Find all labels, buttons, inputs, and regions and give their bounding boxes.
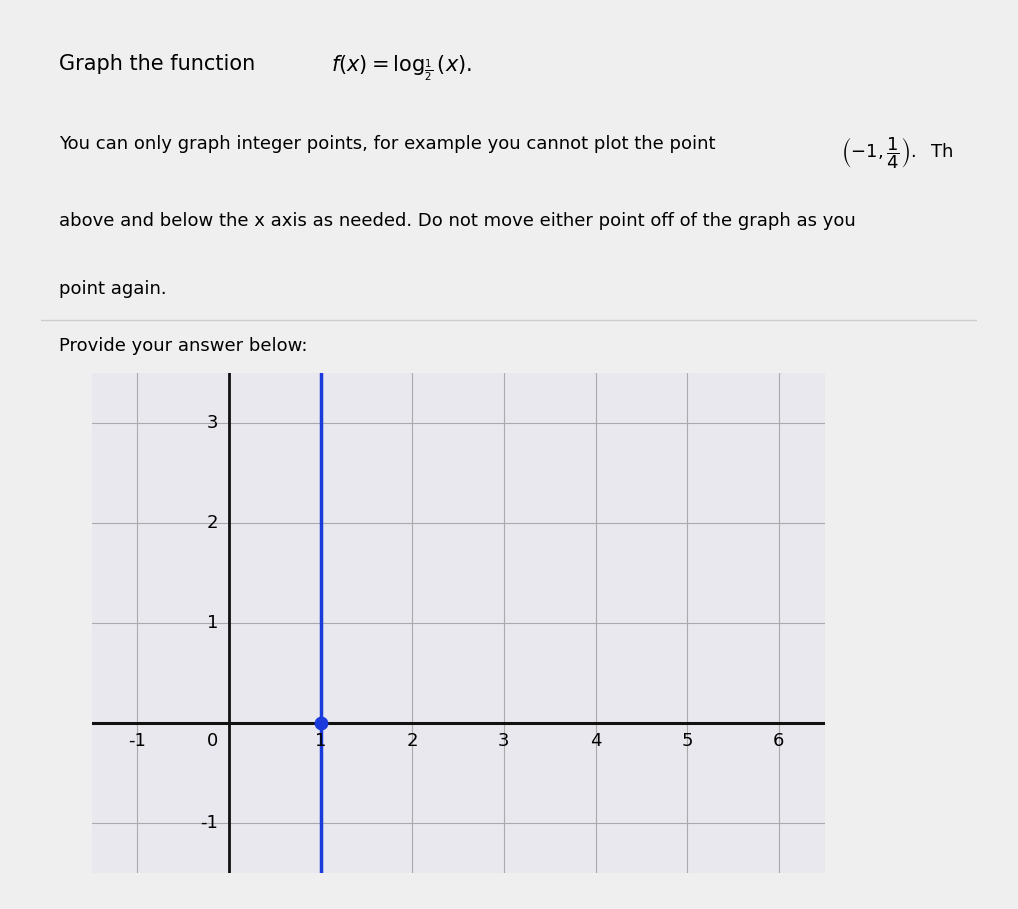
Text: 4: 4 [589,732,602,750]
Text: 2: 2 [406,732,418,750]
Text: 6: 6 [773,732,785,750]
Text: point again.: point again. [59,280,167,297]
Text: 1: 1 [315,732,327,750]
Text: You can only graph integer points, for example you cannot plot the point: You can only graph integer points, for e… [59,135,716,153]
Text: Provide your answer below:: Provide your answer below: [59,336,308,355]
Text: -1: -1 [201,814,218,832]
Text: 2: 2 [207,514,218,532]
Text: $f(x) = \log_{\frac{1}{2}}(x).$: $f(x) = \log_{\frac{1}{2}}(x).$ [331,55,472,84]
Text: -1: -1 [128,732,147,750]
Text: 5: 5 [681,732,693,750]
Text: 3: 3 [207,414,218,432]
Text: 1: 1 [207,614,218,632]
Text: 0: 0 [207,732,218,750]
Text: Graph the function: Graph the function [59,55,263,75]
Point [313,715,329,730]
Text: 3: 3 [498,732,510,750]
Text: above and below the x axis as needed. Do not move either point off of the graph : above and below the x axis as needed. Do… [59,213,856,230]
Text: $\left(-1, \dfrac{1}{4}\right).$  Th: $\left(-1, \dfrac{1}{4}\right).$ Th [842,135,954,171]
